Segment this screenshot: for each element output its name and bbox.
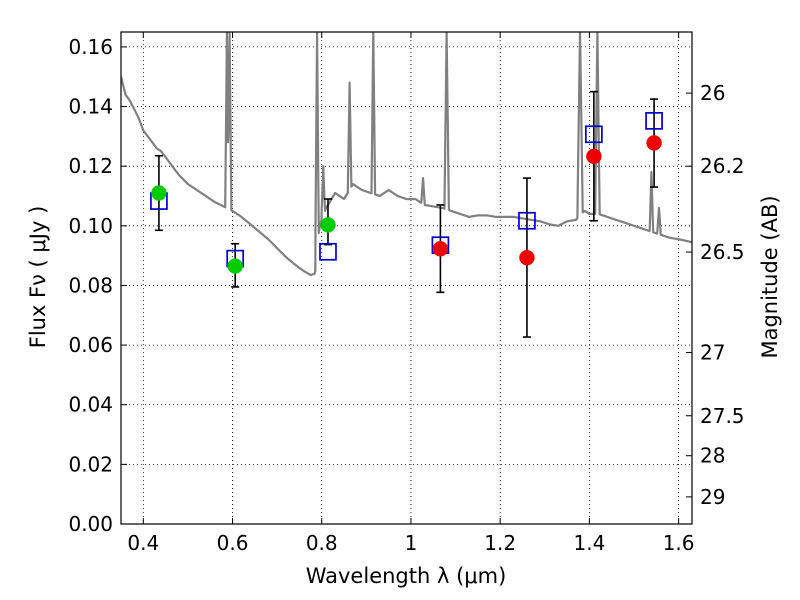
plot-frame xyxy=(120,31,693,525)
observed-flux-point xyxy=(227,258,243,274)
y-tick-label: 0.10 xyxy=(68,214,113,238)
observed-flux-point xyxy=(586,148,602,165)
y-tick-label: 0.08 xyxy=(68,273,113,297)
observed-flux-point xyxy=(432,241,449,257)
y-tick-label: 0.16 xyxy=(68,35,113,59)
y-tick-label: 0.14 xyxy=(68,95,113,119)
y2-tick-label: 26 xyxy=(700,81,725,105)
y2-tick-label: 26.5 xyxy=(700,240,745,264)
y2-tick-label: 28 xyxy=(700,444,725,468)
y-tick-label: 0.12 xyxy=(68,154,113,178)
model-photometry-square xyxy=(645,112,663,130)
y-tick-label: 0.06 xyxy=(68,333,113,357)
model-photometry-square xyxy=(585,125,603,144)
axes: 0.4 0.6 0.8 1 1.2 1.4 1.6 0.00 0.02 0.04 0.06 0.08 0… xyxy=(68,31,745,555)
y-tick-label: 0.02 xyxy=(68,452,113,476)
model-photometry-square xyxy=(319,242,337,261)
x-tick-label: 1.2 xyxy=(484,531,516,555)
x-tick-label: 0.8 xyxy=(306,531,338,555)
y2-tick-label: 27 xyxy=(700,341,725,365)
x-tick-label: 1.6 xyxy=(663,531,695,555)
observed-flux-point xyxy=(151,185,167,201)
x-tick-label: 0.6 xyxy=(217,531,249,555)
observed-flux-point xyxy=(519,249,535,266)
observed-flux-point xyxy=(646,135,662,151)
observed-flux-point xyxy=(320,217,336,233)
x-axis-title: Wavelength λ (μm) xyxy=(306,564,507,588)
x-tick-label: 1.4 xyxy=(573,531,605,555)
x-tick-label: 1 xyxy=(405,531,418,555)
model-photometry-square xyxy=(518,211,536,230)
y-tick-label: 0.00 xyxy=(68,512,113,536)
model-spectrum-line xyxy=(121,32,692,276)
y2-axis-title: Magnitude (AB) xyxy=(758,195,782,358)
y-tick-label: 0.04 xyxy=(68,393,113,417)
y2-tick-label: 27.5 xyxy=(700,404,745,428)
y2-tick-label: 26.2 xyxy=(700,154,745,178)
y2-tick-label: 29 xyxy=(700,485,725,509)
x-tick-label: 0.4 xyxy=(127,531,159,555)
y-axis-title: Flux Fν ( μJy ) xyxy=(26,206,50,349)
plot-area xyxy=(121,32,692,338)
